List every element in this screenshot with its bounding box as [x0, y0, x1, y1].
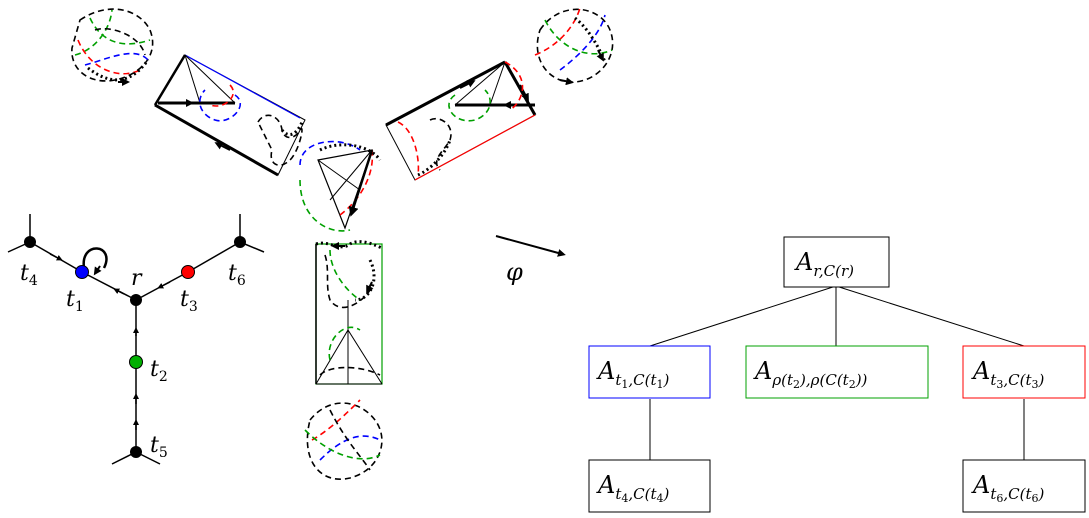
label-t4: t4 — [20, 261, 38, 289]
label-t1: t1 — [66, 287, 84, 315]
label-t5: t5 — [150, 433, 168, 461]
cluster-top-right — [534, 7, 614, 83]
tree-nodes — [24, 236, 246, 458]
label-t6: t6 — [228, 261, 246, 289]
tree-edge-t3-t6 — [187, 241, 241, 273]
svg-text:At6,C(t6): At6,C(t6) — [971, 471, 1045, 505]
label-r: r — [131, 266, 143, 291]
tree-edge-t1-r — [81, 271, 137, 301]
tree-graph — [7, 214, 265, 465]
cluster-bottom — [304, 399, 383, 480]
node-r — [130, 294, 142, 306]
svg-text:At4,C(t4): At4,C(t4) — [596, 471, 670, 505]
cluster-top-left — [71, 8, 154, 82]
svg-text:Aρ(t2),ρ(C(t2)): Aρ(t2),ρ(C(t2)) — [753, 357, 868, 391]
node-t6 — [234, 236, 246, 248]
cluster-center — [299, 140, 382, 232]
piece-lower — [315, 240, 383, 385]
box-root: Ar,C(r) — [783, 236, 890, 288]
node-t3 — [181, 265, 195, 279]
piece-upper-left — [153, 54, 306, 177]
box-t2: Aρ(t2),ρ(C(t2)) — [745, 345, 929, 399]
node-t2 — [129, 355, 143, 369]
box-t1: At1,C(t1) — [588, 345, 711, 399]
piece-upper-right — [385, 60, 537, 181]
label-t2: t2 — [150, 357, 168, 385]
hierarchy-edges — [649, 285, 1025, 460]
node-t1 — [75, 265, 89, 279]
label-t3: t3 — [180, 287, 198, 315]
svg-text:At1,C(t1): At1,C(t1) — [596, 357, 670, 391]
svg-text:Ar,C(r): Ar,C(r) — [794, 248, 854, 280]
box-t4: At4,C(t4) — [588, 459, 711, 513]
map-label: φ — [506, 258, 523, 286]
map-arrow: φ — [495, 235, 566, 286]
node-t4 — [24, 236, 36, 248]
box-t3: At3,C(t3) — [962, 345, 1086, 399]
self-loop — [82, 247, 108, 269]
box-t6: At6,C(t6) — [962, 459, 1086, 513]
node-t5 — [130, 446, 142, 458]
svg-text:At3,C(t3): At3,C(t3) — [971, 357, 1045, 391]
